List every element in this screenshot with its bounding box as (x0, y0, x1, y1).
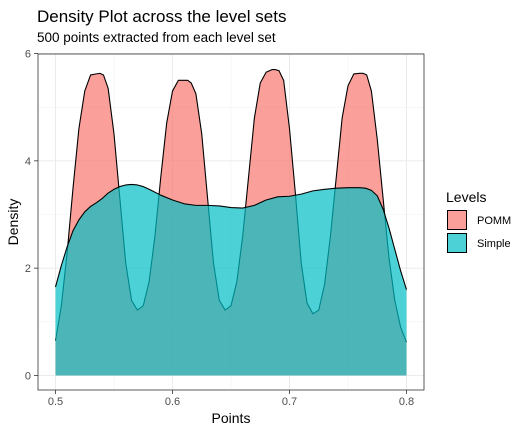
density-areas (54, 69, 408, 376)
legend-label-simple: Simple (477, 238, 511, 250)
x-axis-title: Points (212, 410, 251, 426)
y-tick-label: 2 (25, 263, 31, 275)
y-tick-label: 6 (25, 49, 31, 61)
density-area-simple (55, 184, 407, 376)
x-tick-label: 0.8 (399, 396, 414, 408)
plot-panel-border (37, 53, 425, 391)
x-tick-label: 0.5 (48, 396, 63, 408)
legend-key-pomm (447, 210, 467, 230)
legend-key-simple (447, 233, 467, 253)
legend-title: Levels (446, 189, 486, 205)
density-line-simple (54, 183, 408, 290)
y-tick-label: 4 (25, 156, 31, 168)
y-tick-label: 0 (25, 371, 31, 383)
chart-subtitle: 500 points extracted from each level set (37, 30, 276, 45)
x-tick-label: 0.6 (165, 396, 180, 408)
legend: Levels POMM Simple (446, 189, 511, 254)
chart-title: Density Plot across the level sets (37, 7, 286, 26)
y-axis-title: Density (5, 199, 21, 246)
x-tick-label: 0.7 (282, 396, 297, 408)
legend-label-pomm: POMM (477, 215, 511, 227)
axis-ticks: 0.5 0.6 0.7 0.8 0 2 4 6 (25, 49, 414, 409)
